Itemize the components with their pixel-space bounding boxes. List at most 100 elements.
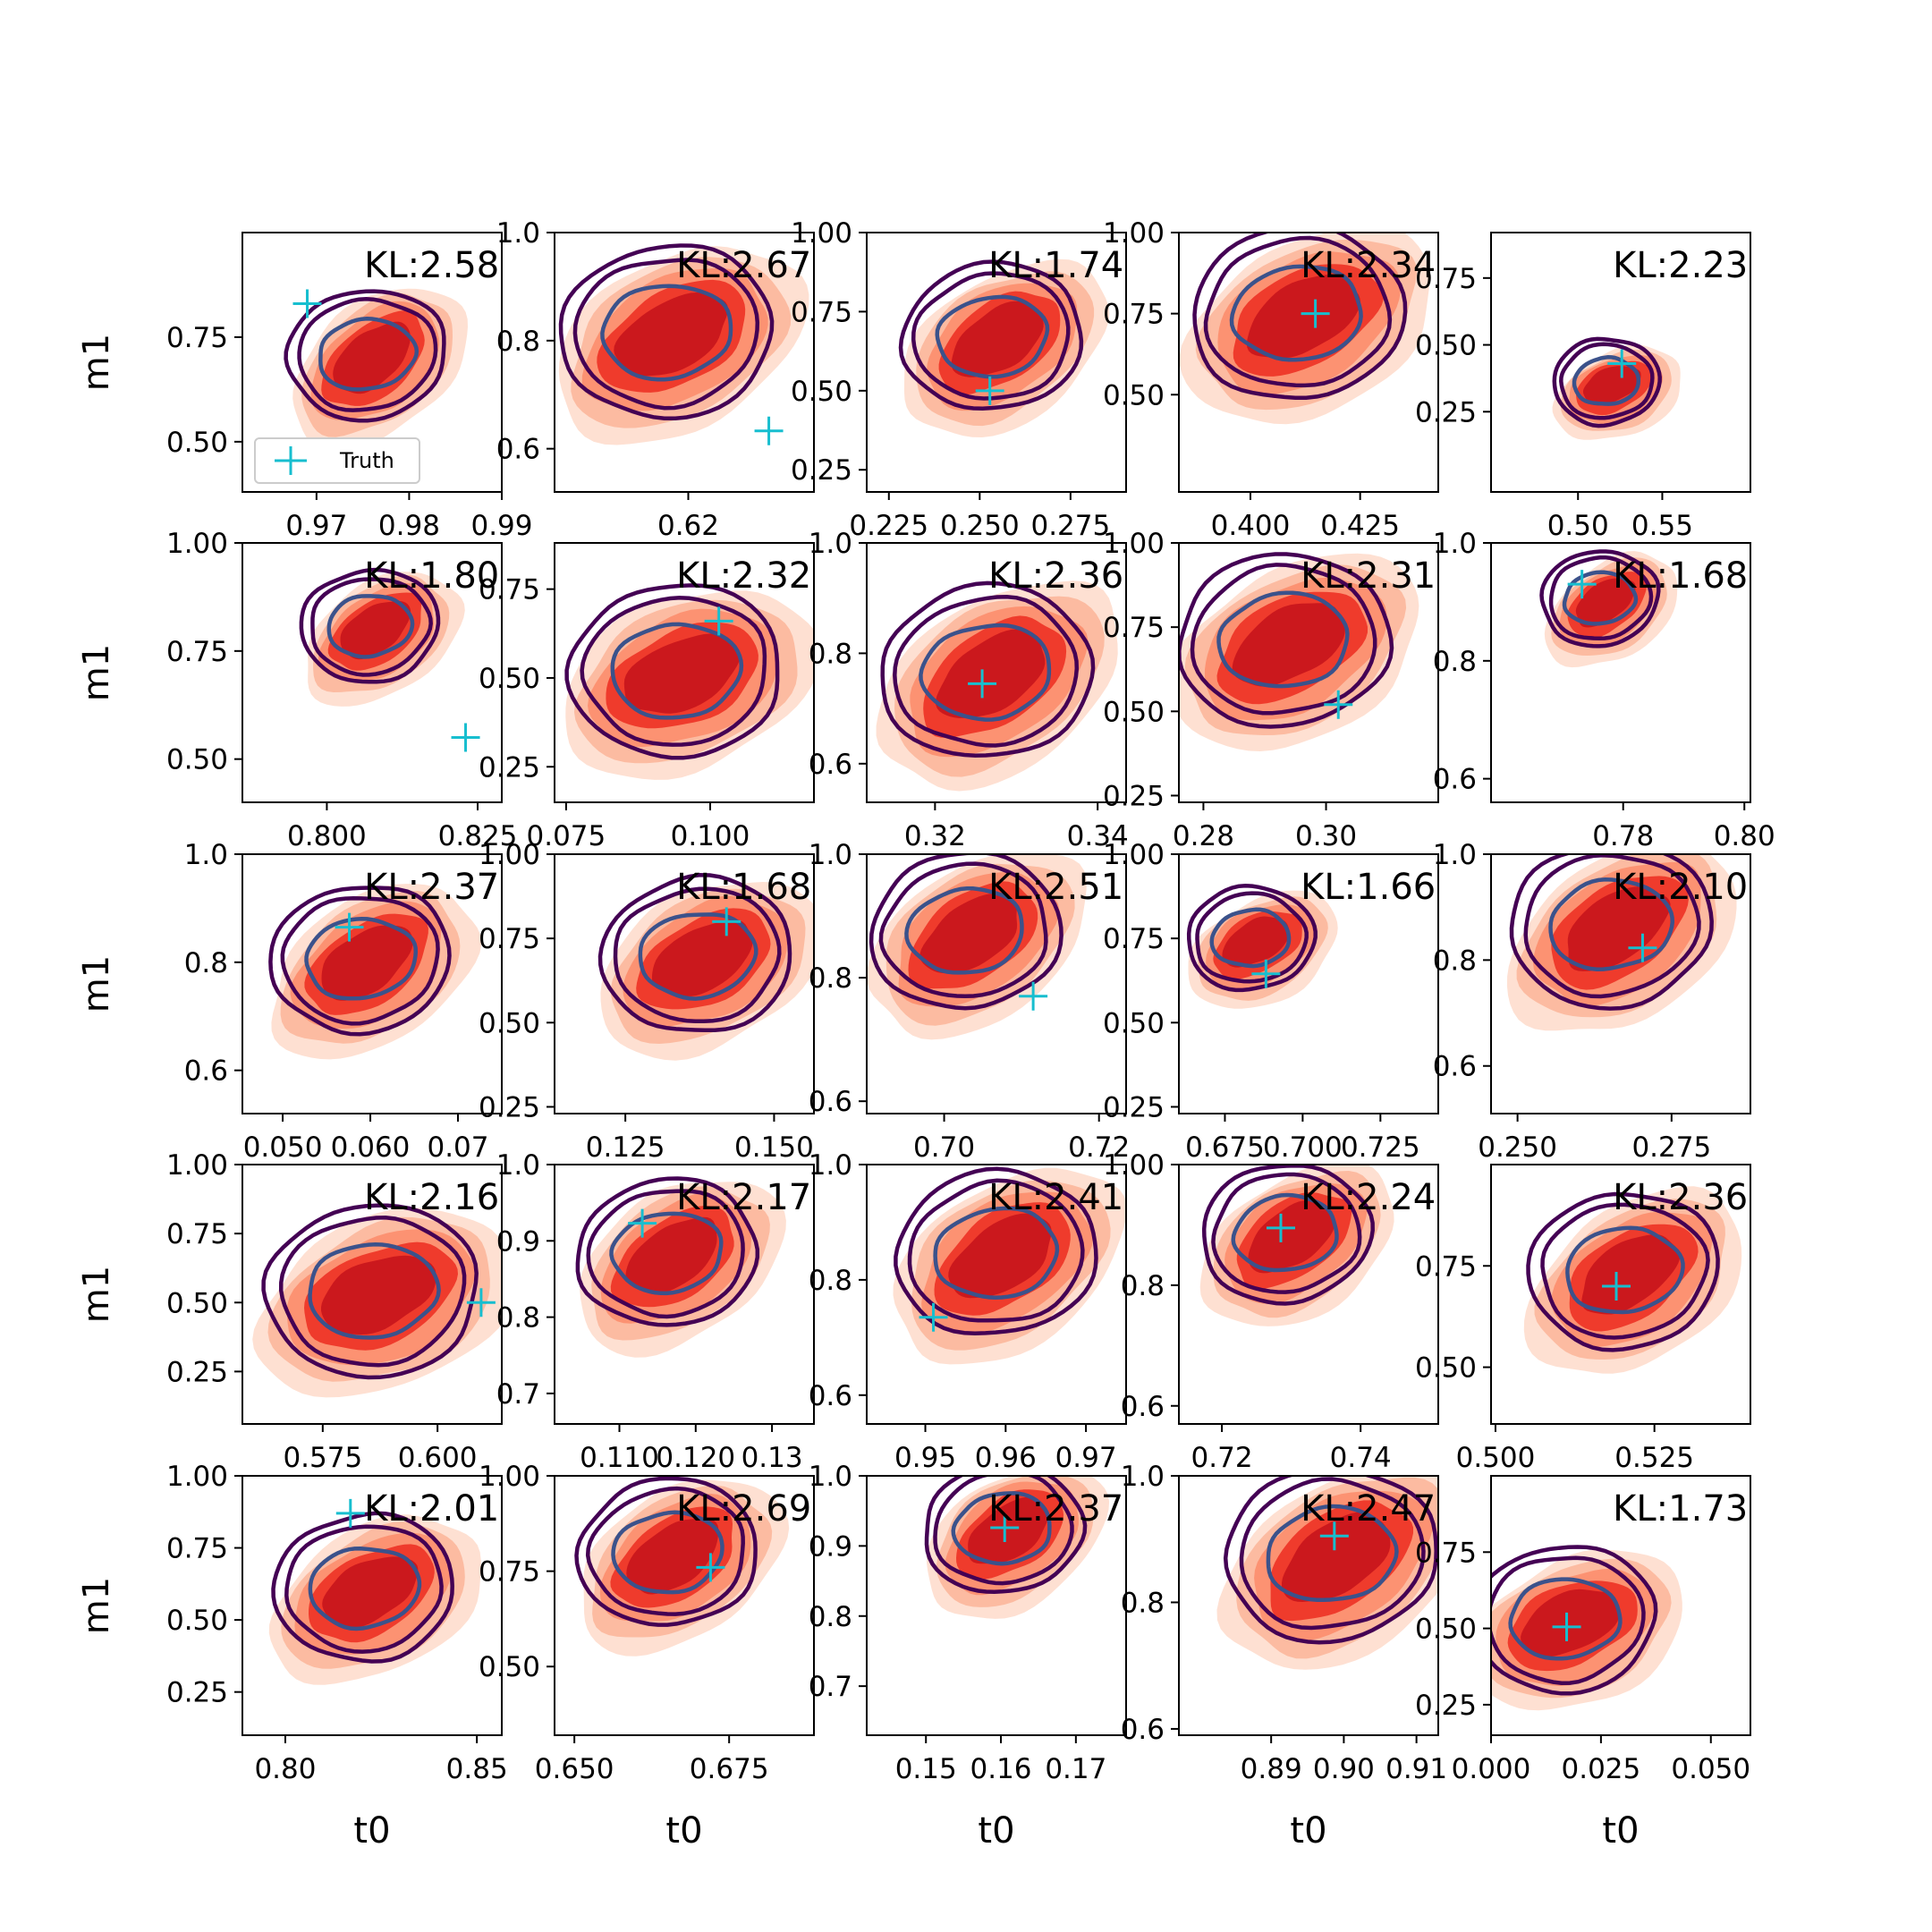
x-tick-label: 0.85 [446, 1753, 508, 1785]
reference-contour-3 [933, 1206, 1060, 1301]
truth-marker [975, 376, 1004, 405]
reference-contour-3 [1229, 264, 1363, 362]
y-tick-label: 0.9 [809, 1530, 852, 1563]
x-tick-label: 0.16 [970, 1753, 1032, 1785]
y-tick-label: 0.50 [166, 744, 228, 776]
reference-contour-2 [1548, 555, 1654, 640]
truth-marker [696, 1553, 725, 1582]
reference-contour-2 [278, 1216, 467, 1368]
y-tick-label: 0.50 [1415, 1614, 1477, 1646]
truth-marker [1319, 1521, 1349, 1551]
reference-contour-2 [893, 594, 1080, 748]
x-tick-label: 0.17 [1045, 1753, 1106, 1785]
x-tick-label: 0.125 [586, 1131, 665, 1164]
axes-frame [866, 542, 1127, 803]
x-tick-label: 0.62 [657, 510, 719, 542]
density-layer [1186, 883, 1338, 1009]
kl-label: KL:2.47 [1301, 1488, 1436, 1530]
density-layer [1506, 854, 1737, 1031]
x-tick-label: 0.000 [1452, 1753, 1531, 1785]
panel-15: KL:2.10 0.250 0.275 0.6 0.8 1.0 [1433, 839, 1751, 1164]
axes-frame [1490, 1164, 1751, 1425]
reference-contour-2 [1491, 1555, 1646, 1685]
reference-contour-1 [1186, 883, 1318, 993]
y-tick-label: 1.0 [1121, 1461, 1165, 1493]
panel-22: KL:2.69 0.650 0.675 0.50 0.75 1.00 t0 [479, 1461, 815, 1852]
reference-contour-1 [1526, 1191, 1720, 1352]
reference-contour-2 [1540, 1202, 1710, 1340]
x-tick-label: 0.98 [378, 510, 440, 542]
kl-label: KL:1.68 [676, 867, 811, 908]
y-tick-label: 1.0 [496, 1149, 540, 1182]
y-tick-label: 0.8 [809, 962, 852, 995]
axes-frame [1490, 853, 1751, 1114]
kl-label: KL:1.68 [1613, 555, 1748, 597]
kl-label: KL:2.67 [676, 245, 811, 286]
y-tick-label: 0.50 [166, 427, 228, 459]
reference-contour-1 [1539, 549, 1661, 648]
axes-frame [866, 1164, 1127, 1425]
truth-marker [451, 723, 480, 752]
reference-contour-2 [911, 271, 1071, 401]
density-layer [268, 884, 482, 1060]
density-layer [893, 1166, 1126, 1365]
density-fill-5 [623, 633, 741, 714]
x-tick-label: 0.80 [254, 1753, 316, 1785]
kl-label: KL:2.69 [676, 1488, 811, 1530]
density-layer [867, 854, 1087, 1040]
reference-contour-2 [580, 596, 767, 747]
y-tick-label: 1.00 [166, 1461, 228, 1493]
kl-label: KL:2.17 [676, 1177, 811, 1218]
x-tick-label: 0.15 [895, 1753, 957, 1785]
axes-frame [554, 232, 815, 493]
panel-23: KL:2.37 0.15 0.16 0.17 0.7 0.8 0.9 1.0 t0 [809, 1461, 1127, 1852]
density-layer [268, 1511, 481, 1685]
x-tick-label: 0.250 [1478, 1131, 1557, 1164]
y-tick-label: 0.8 [1121, 1270, 1165, 1302]
reference-contour-3 [308, 1241, 441, 1340]
reference-contour-3 [304, 916, 419, 1001]
x-tick-label: 0.80 [1714, 820, 1775, 852]
y-tick-label: 1.0 [809, 1149, 852, 1182]
panel-16: KL:2.16 0.575 0.600 0.25 0.50 0.75 1.00 m1 [76, 1149, 503, 1474]
y-tick-label: 0.6 [1433, 1051, 1477, 1083]
y-tick-label: 0.6 [809, 749, 852, 781]
x-tick-label: 0.800 [287, 820, 367, 852]
y-tick-label: 0.25 [166, 1356, 228, 1388]
reference-contour-3 [1548, 877, 1675, 971]
y-tick-label: 1.0 [809, 1461, 852, 1493]
reference-contour-3 [609, 1211, 724, 1296]
truth-marker [1628, 933, 1657, 962]
reference-contour-2 [878, 861, 1048, 999]
kl-label: KL:2.34 [1301, 245, 1436, 286]
x-tick-label: 0.825 [438, 820, 518, 852]
truth-marker [1251, 959, 1281, 988]
reference-contour-2 [586, 1189, 745, 1319]
y-tick-label: 0.8 [184, 947, 228, 979]
x-tick-label: 0.025 [1562, 1753, 1641, 1785]
y-tick-label: 0.6 [1121, 1391, 1165, 1423]
y-tick-label: 0.75 [1103, 299, 1165, 331]
x-tick-label: 0.400 [1211, 510, 1291, 542]
y-tick-label: 0.75 [1415, 1537, 1477, 1569]
panel-5: KL:2.23 0.50 0.55 0.25 0.50 0.75 [1415, 232, 1751, 542]
y-tick-label: 0.7 [496, 1378, 540, 1411]
x-tick-label: 0.72 [1191, 1442, 1253, 1474]
panel-10: KL:1.68 0.78 0.80 0.6 0.8 1.0 [1433, 528, 1775, 852]
kl-label: KL:2.37 [988, 1488, 1123, 1530]
density-layer [1179, 552, 1419, 751]
y-tick-label: 1.0 [496, 217, 540, 250]
y-tick-label: 0.75 [1415, 1250, 1477, 1283]
y-tick-label: 0.50 [1103, 1007, 1165, 1039]
y-tick-label: 1.0 [1433, 528, 1477, 560]
reference-contour-1 [299, 567, 441, 684]
density-fill-5 [968, 1496, 1049, 1564]
reference-contour-1 [898, 259, 1084, 411]
x-tick-label: 0.97 [1055, 1442, 1117, 1474]
y-tick-label: 0.6 [1433, 764, 1477, 796]
reference-contour-3 [600, 284, 733, 382]
x-tick-label: 0.90 [1313, 1753, 1375, 1785]
truth-marker [1301, 299, 1330, 328]
reference-contour-3 [1565, 1225, 1685, 1315]
